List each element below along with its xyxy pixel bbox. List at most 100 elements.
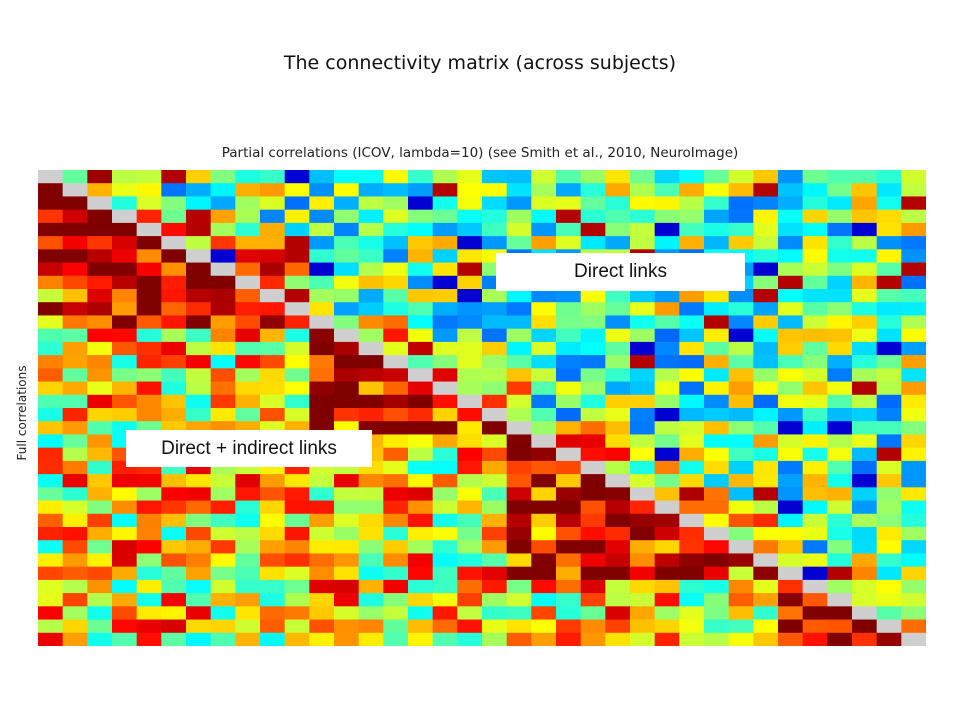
matrix-cell [605, 302, 631, 317]
matrix-cell [580, 513, 606, 528]
matrix-cell [531, 460, 557, 475]
matrix-cell [186, 553, 212, 568]
matrix-cell [630, 170, 656, 184]
matrix-cell [432, 500, 458, 515]
matrix-cell [679, 328, 705, 343]
matrix-cell [38, 421, 64, 436]
matrix-cell [531, 315, 557, 330]
connectivity-matrix [38, 170, 926, 646]
matrix-cell [728, 381, 754, 396]
matrix-cell [309, 183, 335, 198]
matrix-cell [87, 408, 113, 422]
matrix-cell [408, 196, 434, 211]
matrix-cell [186, 196, 212, 211]
matrix-cell [852, 302, 878, 317]
matrix-cell [802, 355, 828, 369]
matrix-cell [432, 196, 458, 211]
matrix-cell [38, 315, 64, 330]
matrix-cell [383, 222, 409, 237]
matrix-cell [62, 474, 88, 488]
matrix-cell [260, 196, 286, 211]
matrix-cell [358, 487, 384, 502]
matrix-cell [556, 355, 582, 369]
matrix-cell [704, 593, 730, 607]
matrix-cell [679, 487, 705, 502]
matrix-cell [87, 196, 113, 211]
matrix-cell [235, 249, 261, 264]
matrix-cell [482, 421, 508, 436]
matrix-cell [802, 315, 828, 330]
matrix-cell [679, 222, 705, 237]
matrix-cell [457, 315, 483, 330]
matrix-cell [778, 262, 804, 277]
matrix-cell [136, 527, 162, 541]
matrix-cell [876, 553, 902, 568]
matrix-cell [432, 606, 458, 621]
matrix-cell [136, 275, 162, 290]
matrix-cell [605, 487, 631, 502]
matrix-cell [827, 381, 853, 396]
matrix-cell [827, 183, 853, 198]
matrix-cell [753, 487, 779, 502]
matrix-cell [482, 368, 508, 383]
matrix-cell [778, 593, 804, 607]
matrix-cell [408, 289, 434, 303]
matrix-cell [630, 222, 656, 237]
matrix-cell [87, 394, 113, 409]
matrix-cell [580, 222, 606, 237]
matrix-cell [38, 328, 64, 343]
matrix-cell [901, 540, 926, 555]
matrix-cell [112, 487, 138, 502]
matrix-cell [704, 540, 730, 555]
matrix-cell [704, 513, 730, 528]
matrix-cell [284, 474, 310, 488]
matrix-cell [580, 394, 606, 409]
matrix-cell [457, 474, 483, 488]
matrix-cell [161, 222, 187, 237]
matrix-cell [186, 593, 212, 607]
matrix-cell [679, 209, 705, 224]
matrix-cell [383, 275, 409, 290]
matrix-cell [432, 632, 458, 646]
matrix-cell [482, 540, 508, 555]
matrix-cell [482, 593, 508, 607]
matrix-cell [186, 487, 212, 502]
matrix-cell [728, 408, 754, 422]
matrix-cell [630, 460, 656, 475]
matrix-cell [284, 381, 310, 396]
matrix-cell [827, 341, 853, 356]
matrix-cell [161, 368, 187, 383]
matrix-cell [112, 222, 138, 237]
matrix-cell [309, 381, 335, 396]
matrix-cell [186, 275, 212, 290]
matrix-cell [432, 249, 458, 264]
matrix-cell [778, 183, 804, 198]
matrix-cell [728, 196, 754, 211]
matrix-cell [704, 394, 730, 409]
matrix-cell [728, 474, 754, 488]
matrix-cell [38, 566, 64, 581]
matrix-cell [408, 170, 434, 184]
matrix-cell [630, 500, 656, 515]
matrix-cell [161, 553, 187, 568]
matrix-cell [580, 302, 606, 317]
matrix-cell [136, 579, 162, 594]
matrix-cell [901, 553, 926, 568]
matrix-cell [136, 289, 162, 303]
matrix-cell [876, 606, 902, 621]
matrix-cell [728, 460, 754, 475]
matrix-cell [87, 170, 113, 184]
matrix-cell [457, 553, 483, 568]
matrix-cell [802, 513, 828, 528]
matrix-cell [38, 527, 64, 541]
matrix-cell [358, 355, 384, 369]
matrix-cell [482, 632, 508, 646]
matrix-cell [753, 394, 779, 409]
matrix-cell [531, 170, 557, 184]
matrix-cell [901, 222, 926, 237]
matrix-cell [679, 355, 705, 369]
matrix-cell [753, 579, 779, 594]
matrix-cell [260, 341, 286, 356]
matrix-cell [284, 553, 310, 568]
matrix-cell [679, 289, 705, 303]
